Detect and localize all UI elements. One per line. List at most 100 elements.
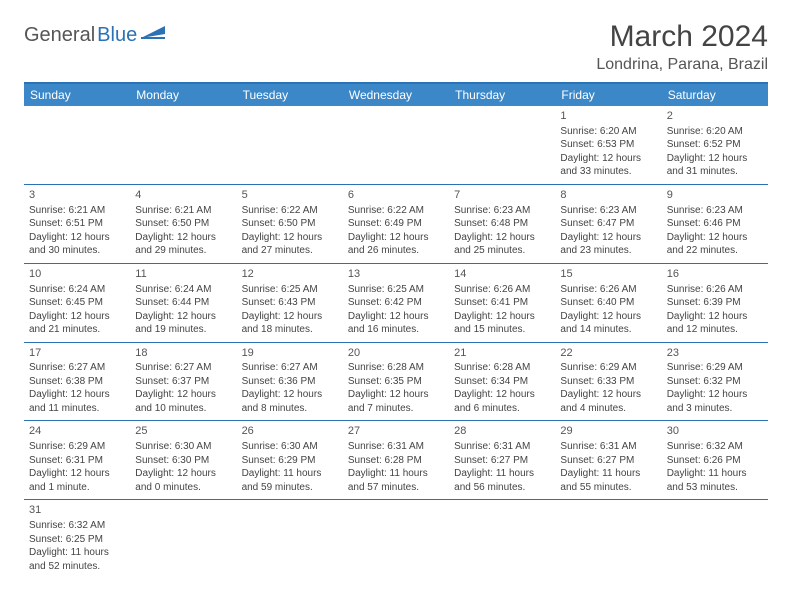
day-cell: 28Sunrise: 6:31 AMSunset: 6:27 PMDayligh… bbox=[449, 421, 555, 499]
daylight-line: Daylight: 12 hours and 33 minutes. bbox=[560, 152, 656, 179]
day-cell: 8Sunrise: 6:23 AMSunset: 6:47 PMDaylight… bbox=[555, 185, 661, 263]
sunrise-line: Sunrise: 6:24 AM bbox=[29, 283, 125, 297]
month-title: March 2024 bbox=[596, 20, 768, 54]
daylight-line: Daylight: 12 hours and 0 minutes. bbox=[135, 467, 231, 494]
sunrise-line: Sunrise: 6:27 AM bbox=[29, 361, 125, 375]
sunset-line: Sunset: 6:45 PM bbox=[29, 296, 125, 310]
day-cell: 25Sunrise: 6:30 AMSunset: 6:30 PMDayligh… bbox=[130, 421, 236, 499]
sunset-line: Sunset: 6:40 PM bbox=[560, 296, 656, 310]
day-cell: 22Sunrise: 6:29 AMSunset: 6:33 PMDayligh… bbox=[555, 343, 661, 421]
day-header-thursday: Thursday bbox=[449, 84, 555, 106]
sunset-line: Sunset: 6:25 PM bbox=[29, 533, 125, 547]
sunset-line: Sunset: 6:32 PM bbox=[667, 375, 763, 389]
daylight-line: Daylight: 11 hours and 56 minutes. bbox=[454, 467, 550, 494]
sunrise-line: Sunrise: 6:28 AM bbox=[348, 361, 444, 375]
sunset-line: Sunset: 6:28 PM bbox=[348, 454, 444, 468]
title-block: March 2024 Londrina, Parana, Brazil bbox=[596, 20, 768, 74]
day-number: 17 bbox=[29, 346, 125, 361]
day-cell: 5Sunrise: 6:22 AMSunset: 6:50 PMDaylight… bbox=[237, 185, 343, 263]
day-cell: 4Sunrise: 6:21 AMSunset: 6:50 PMDaylight… bbox=[130, 185, 236, 263]
day-cell: 14Sunrise: 6:26 AMSunset: 6:41 PMDayligh… bbox=[449, 264, 555, 342]
day-number: 20 bbox=[348, 346, 444, 361]
sunset-line: Sunset: 6:43 PM bbox=[242, 296, 338, 310]
sunset-line: Sunset: 6:52 PM bbox=[667, 138, 763, 152]
day-number: 10 bbox=[29, 267, 125, 282]
day-cell: 23Sunrise: 6:29 AMSunset: 6:32 PMDayligh… bbox=[662, 343, 768, 421]
daylight-line: Daylight: 11 hours and 52 minutes. bbox=[29, 546, 125, 573]
sunset-line: Sunset: 6:48 PM bbox=[454, 217, 550, 231]
day-number: 26 bbox=[242, 424, 338, 439]
day-cell: 10Sunrise: 6:24 AMSunset: 6:45 PMDayligh… bbox=[24, 264, 130, 342]
sunset-line: Sunset: 6:41 PM bbox=[454, 296, 550, 310]
sunset-line: Sunset: 6:26 PM bbox=[667, 454, 763, 468]
logo-text-blue: Blue bbox=[97, 24, 137, 47]
day-cell: 17Sunrise: 6:27 AMSunset: 6:38 PMDayligh… bbox=[24, 343, 130, 421]
day-number: 19 bbox=[242, 346, 338, 361]
sunset-line: Sunset: 6:31 PM bbox=[29, 454, 125, 468]
daylight-line: Daylight: 12 hours and 30 minutes. bbox=[29, 231, 125, 258]
daylight-line: Daylight: 12 hours and 15 minutes. bbox=[454, 310, 550, 337]
header: GeneralBlue March 2024 Londrina, Parana,… bbox=[24, 20, 768, 74]
sunrise-line: Sunrise: 6:27 AM bbox=[242, 361, 338, 375]
empty-cell bbox=[130, 106, 236, 184]
daylight-line: Daylight: 12 hours and 31 minutes. bbox=[667, 152, 763, 179]
day-cell: 3Sunrise: 6:21 AMSunset: 6:51 PMDaylight… bbox=[24, 185, 130, 263]
day-number: 13 bbox=[348, 267, 444, 282]
daylight-line: Daylight: 12 hours and 25 minutes. bbox=[454, 231, 550, 258]
day-number: 23 bbox=[667, 346, 763, 361]
empty-cell bbox=[343, 500, 449, 578]
sunrise-line: Sunrise: 6:31 AM bbox=[348, 440, 444, 454]
sunrise-line: Sunrise: 6:31 AM bbox=[454, 440, 550, 454]
daylight-line: Daylight: 12 hours and 3 minutes. bbox=[667, 388, 763, 415]
sunrise-line: Sunrise: 6:31 AM bbox=[560, 440, 656, 454]
day-number: 2 bbox=[667, 109, 763, 124]
sunset-line: Sunset: 6:49 PM bbox=[348, 217, 444, 231]
daylight-line: Daylight: 11 hours and 57 minutes. bbox=[348, 467, 444, 494]
sunset-line: Sunset: 6:29 PM bbox=[242, 454, 338, 468]
sunrise-line: Sunrise: 6:29 AM bbox=[667, 361, 763, 375]
daylight-line: Daylight: 12 hours and 18 minutes. bbox=[242, 310, 338, 337]
sunrise-line: Sunrise: 6:21 AM bbox=[29, 204, 125, 218]
week-row: 31Sunrise: 6:32 AMSunset: 6:25 PMDayligh… bbox=[24, 500, 768, 578]
sunrise-line: Sunrise: 6:23 AM bbox=[560, 204, 656, 218]
day-cell: 9Sunrise: 6:23 AMSunset: 6:46 PMDaylight… bbox=[662, 185, 768, 263]
sunrise-line: Sunrise: 6:25 AM bbox=[348, 283, 444, 297]
daylight-line: Daylight: 12 hours and 4 minutes. bbox=[560, 388, 656, 415]
sunrise-line: Sunrise: 6:24 AM bbox=[135, 283, 231, 297]
sunset-line: Sunset: 6:46 PM bbox=[667, 217, 763, 231]
sunrise-line: Sunrise: 6:28 AM bbox=[454, 361, 550, 375]
day-cell: 20Sunrise: 6:28 AMSunset: 6:35 PMDayligh… bbox=[343, 343, 449, 421]
sunset-line: Sunset: 6:51 PM bbox=[29, 217, 125, 231]
sunset-line: Sunset: 6:37 PM bbox=[135, 375, 231, 389]
sunset-line: Sunset: 6:36 PM bbox=[242, 375, 338, 389]
week-row: 17Sunrise: 6:27 AMSunset: 6:38 PMDayligh… bbox=[24, 343, 768, 422]
sunset-line: Sunset: 6:34 PM bbox=[454, 375, 550, 389]
sunset-line: Sunset: 6:42 PM bbox=[348, 296, 444, 310]
day-number: 18 bbox=[135, 346, 231, 361]
daylight-line: Daylight: 12 hours and 14 minutes. bbox=[560, 310, 656, 337]
day-header-tuesday: Tuesday bbox=[237, 84, 343, 106]
day-cell: 29Sunrise: 6:31 AMSunset: 6:27 PMDayligh… bbox=[555, 421, 661, 499]
day-number: 3 bbox=[29, 188, 125, 203]
sunrise-line: Sunrise: 6:23 AM bbox=[667, 204, 763, 218]
sunset-line: Sunset: 6:30 PM bbox=[135, 454, 231, 468]
sunrise-line: Sunrise: 6:26 AM bbox=[560, 283, 656, 297]
sunrise-line: Sunrise: 6:20 AM bbox=[560, 125, 656, 139]
day-cell: 21Sunrise: 6:28 AMSunset: 6:34 PMDayligh… bbox=[449, 343, 555, 421]
day-number: 4 bbox=[135, 188, 231, 203]
day-number: 12 bbox=[242, 267, 338, 282]
daylight-line: Daylight: 11 hours and 55 minutes. bbox=[560, 467, 656, 494]
daylight-line: Daylight: 12 hours and 12 minutes. bbox=[667, 310, 763, 337]
day-header-row: SundayMondayTuesdayWednesdayThursdayFrid… bbox=[24, 84, 768, 106]
daylight-line: Daylight: 12 hours and 8 minutes. bbox=[242, 388, 338, 415]
day-cell: 11Sunrise: 6:24 AMSunset: 6:44 PMDayligh… bbox=[130, 264, 236, 342]
sunset-line: Sunset: 6:27 PM bbox=[560, 454, 656, 468]
day-number: 21 bbox=[454, 346, 550, 361]
daylight-line: Daylight: 12 hours and 21 minutes. bbox=[29, 310, 125, 337]
sunset-line: Sunset: 6:33 PM bbox=[560, 375, 656, 389]
sunrise-line: Sunrise: 6:26 AM bbox=[667, 283, 763, 297]
day-header-saturday: Saturday bbox=[662, 84, 768, 106]
empty-cell bbox=[555, 500, 661, 578]
week-row: 1Sunrise: 6:20 AMSunset: 6:53 PMDaylight… bbox=[24, 106, 768, 185]
day-cell: 24Sunrise: 6:29 AMSunset: 6:31 PMDayligh… bbox=[24, 421, 130, 499]
